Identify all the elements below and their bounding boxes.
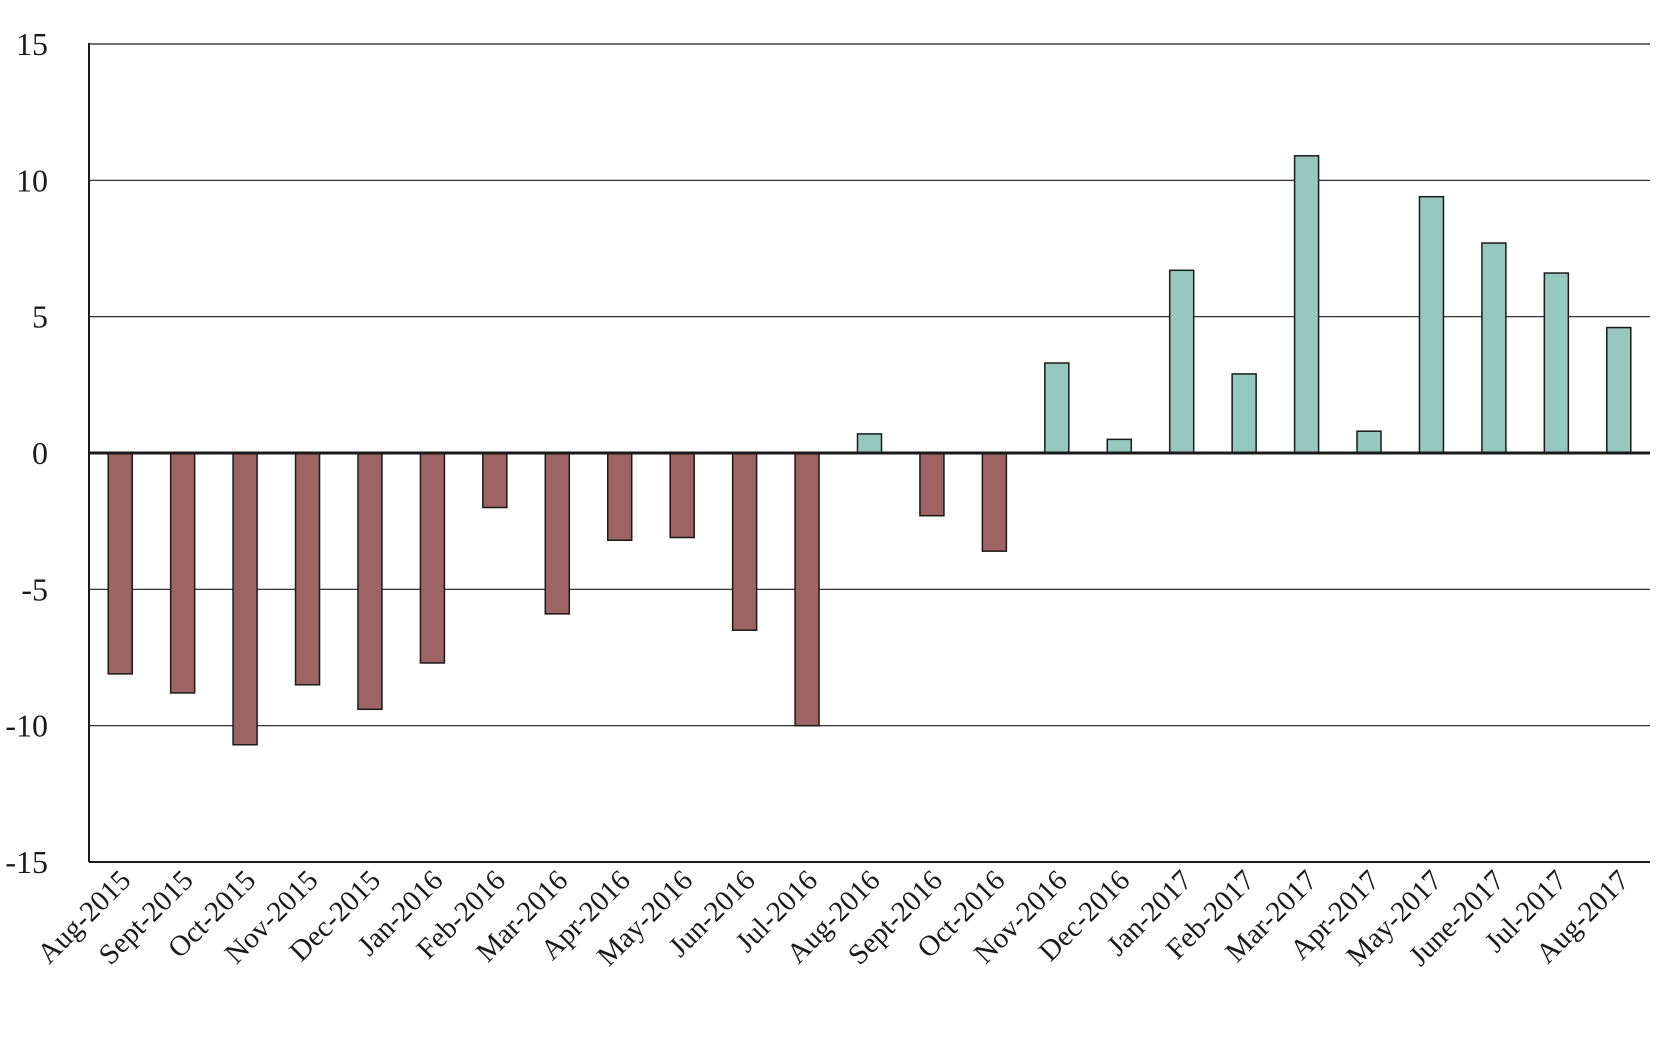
bar-nov-2015	[294, 452, 321, 686]
bar-may-2017	[1418, 195, 1445, 454]
bar-jul-2016	[794, 452, 820, 727]
bar-may-2016	[669, 452, 695, 539]
bar-oct-2016	[981, 452, 1008, 552]
bar-jan-2017	[1168, 269, 1195, 454]
bar-sept-2016	[919, 452, 945, 517]
y-tick-label: -10	[5, 708, 48, 744]
y-tick-label: -15	[5, 844, 48, 880]
y-axis-ticks: 15 10 5 0 -5 -10 -15	[5, 26, 48, 880]
bar-apr-2016	[606, 452, 633, 542]
bar-dec-2016	[1106, 438, 1133, 454]
gridlines	[89, 43, 1650, 727]
bar-dec-2015	[357, 452, 383, 711]
bar-mar-2016	[544, 452, 571, 615]
bar-aug-2015	[107, 452, 133, 675]
y-tick-label: 10	[16, 162, 48, 198]
bar-feb-2016	[482, 452, 508, 509]
y-tick-label: -5	[21, 571, 48, 607]
bars	[107, 155, 1632, 746]
bar-aug-2017	[1606, 326, 1632, 454]
bar-feb-2017	[1231, 373, 1257, 454]
bar-oct-2015	[232, 452, 258, 746]
bar-sept-2015	[169, 452, 196, 694]
bar-aug-2016	[856, 433, 883, 454]
axes	[88, 43, 1650, 863]
bar-jun-2016	[731, 452, 758, 631]
bar-nov-2016	[1044, 362, 1070, 454]
bar-june-2017	[1481, 242, 1507, 454]
y-tick-label: 5	[32, 299, 48, 335]
y-tick-label: 15	[16, 26, 48, 62]
x-axis-ticks: Aug-2015Sept-2015Oct-2015Nov-2015Dec-201…	[31, 864, 1635, 972]
bar-jan-2016	[419, 452, 446, 664]
bar-mar-2017	[1293, 155, 1320, 454]
y-tick-label: 0	[32, 435, 48, 471]
bar-apr-2017	[1356, 430, 1382, 454]
bar-jul-2017	[1543, 272, 1570, 454]
